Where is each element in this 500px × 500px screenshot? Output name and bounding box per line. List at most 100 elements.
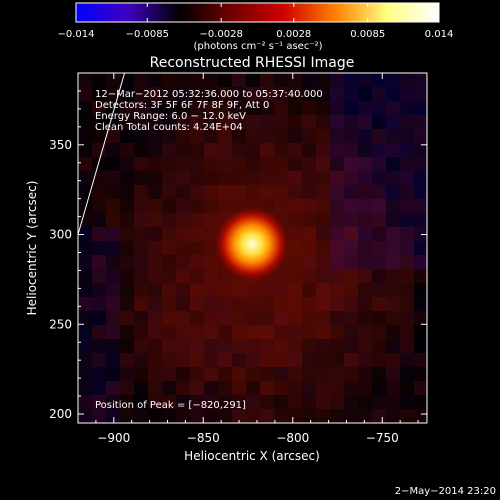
texture-cell bbox=[386, 269, 400, 283]
texture-cell bbox=[162, 87, 176, 101]
x-tick-label: −800 bbox=[276, 431, 309, 445]
texture-cell bbox=[162, 311, 176, 325]
texture-cell bbox=[344, 129, 358, 143]
flare-source bbox=[212, 204, 292, 284]
texture-cell bbox=[386, 213, 400, 227]
texture-cell bbox=[92, 297, 106, 311]
texture-cell bbox=[148, 367, 162, 381]
texture-cell bbox=[372, 157, 386, 171]
texture-cell bbox=[400, 87, 414, 101]
texture-cell bbox=[372, 129, 386, 143]
texture-cell bbox=[400, 115, 414, 129]
texture-cell bbox=[400, 227, 414, 241]
solar-limb-line bbox=[78, 73, 126, 235]
texture-cell bbox=[274, 129, 288, 143]
texture-cell bbox=[372, 241, 386, 255]
info-line: Detectors: 3F 5F 6F 7F 8F 9F, Att 0 bbox=[95, 100, 269, 111]
texture-cell bbox=[246, 381, 260, 395]
texture-cell bbox=[232, 87, 246, 101]
texture-cell bbox=[400, 297, 414, 311]
texture-cell bbox=[274, 73, 288, 87]
texture-cell bbox=[190, 381, 204, 395]
texture-cell bbox=[134, 339, 148, 353]
texture-cell bbox=[344, 325, 358, 339]
colorbar-tick-label: 0.0085 bbox=[350, 29, 385, 40]
texture-cell bbox=[288, 353, 302, 367]
texture-cell bbox=[260, 367, 274, 381]
texture-cell bbox=[78, 255, 92, 269]
texture-cell bbox=[232, 101, 246, 115]
texture-cell bbox=[78, 101, 92, 115]
texture-cell bbox=[400, 157, 414, 171]
texture-cell bbox=[400, 185, 414, 199]
texture-cell bbox=[358, 367, 372, 381]
texture-cell bbox=[120, 227, 134, 241]
x-axis-ticks: −900 −850 −800 −750 bbox=[95, 73, 419, 445]
texture-cell bbox=[92, 143, 106, 157]
texture-cell bbox=[106, 143, 120, 157]
texture-cell bbox=[414, 101, 427, 115]
texture-cell bbox=[302, 101, 316, 115]
texture-cell bbox=[400, 129, 414, 143]
texture-cell bbox=[246, 101, 260, 115]
texture-cell bbox=[344, 297, 358, 311]
texture-cell bbox=[78, 395, 92, 409]
colorbar bbox=[75, 2, 440, 23]
texture-cell bbox=[414, 227, 427, 241]
texture-cell bbox=[134, 255, 148, 269]
texture-cell bbox=[344, 185, 358, 199]
y-tick-label: 200 bbox=[49, 407, 72, 421]
texture-cell bbox=[120, 101, 134, 115]
texture-cell bbox=[134, 157, 148, 171]
texture-cell bbox=[204, 87, 218, 101]
texture-cell bbox=[92, 157, 106, 171]
x-tick-label: −850 bbox=[187, 431, 220, 445]
texture-cell bbox=[302, 367, 316, 381]
texture-cell bbox=[106, 199, 120, 213]
texture-cell bbox=[330, 297, 344, 311]
y-tick-label: 350 bbox=[49, 138, 72, 152]
texture-cell bbox=[372, 353, 386, 367]
texture-cell bbox=[386, 199, 400, 213]
texture-cell bbox=[204, 129, 218, 143]
texture-cell bbox=[344, 241, 358, 255]
texture-cell bbox=[78, 269, 92, 283]
colorbar-tick-label: −0.014 bbox=[57, 29, 94, 40]
texture-cell bbox=[330, 73, 344, 87]
texture-cell bbox=[330, 143, 344, 157]
texture-cell bbox=[414, 325, 427, 339]
texture-cell bbox=[400, 409, 414, 423]
texture-cell bbox=[344, 157, 358, 171]
texture-cell bbox=[400, 143, 414, 157]
texture-cell bbox=[358, 157, 372, 171]
texture-cell bbox=[302, 143, 316, 157]
texture-cell bbox=[78, 129, 92, 143]
texture-cell bbox=[134, 353, 148, 367]
texture-cell bbox=[386, 87, 400, 101]
texture-cell bbox=[386, 115, 400, 129]
texture-cell bbox=[148, 185, 162, 199]
texture-cell bbox=[358, 311, 372, 325]
texture-cell bbox=[190, 409, 204, 423]
texture-cell bbox=[316, 381, 330, 395]
colorbar-tick-label: −0.0085 bbox=[126, 29, 169, 40]
texture-cell bbox=[106, 185, 120, 199]
texture-cell bbox=[372, 339, 386, 353]
texture-cell bbox=[344, 171, 358, 185]
texture-cell bbox=[162, 339, 176, 353]
texture-cell bbox=[120, 311, 134, 325]
texture-cell bbox=[302, 409, 316, 423]
texture-cell bbox=[260, 115, 274, 129]
texture-cell bbox=[78, 185, 92, 199]
texture-cell bbox=[358, 185, 372, 199]
texture-cell bbox=[190, 353, 204, 367]
texture-cell bbox=[106, 157, 120, 171]
texture-cell bbox=[344, 381, 358, 395]
texture-cell bbox=[120, 325, 134, 339]
texture-cell bbox=[358, 213, 372, 227]
texture-cell bbox=[246, 409, 260, 423]
texture-cell bbox=[386, 311, 400, 325]
texture-cell bbox=[120, 185, 134, 199]
texture-cell bbox=[316, 409, 330, 423]
texture-cell bbox=[78, 367, 92, 381]
